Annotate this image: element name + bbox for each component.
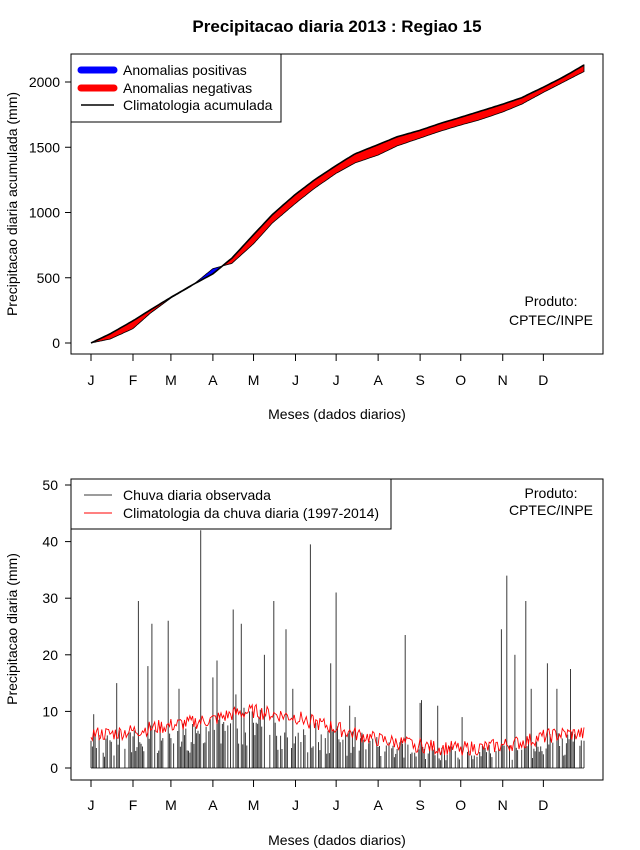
bottom-x-tick-label-9: O <box>455 797 466 813</box>
bottom-x-tick-label-4: M <box>248 797 260 813</box>
top-legend: Anomalias positivas Anomalias negativas … <box>70 53 282 123</box>
bottom-y-tick-label-0: 0 <box>50 760 58 776</box>
bottom-legend-box <box>70 478 392 530</box>
bottom-y-tick-label-20: 20 <box>42 647 58 663</box>
bottom-x-tick-label-1: F <box>129 797 138 813</box>
top-y-axis: 0 500 1000 1500 2000 <box>29 74 71 351</box>
bottom-x-tick-label-2: M <box>165 797 177 813</box>
top-x-tick-label-7: A <box>373 372 383 388</box>
legend-label-climatology: Climatologia acumulada <box>123 97 273 113</box>
bottom-x-tick-label-11: D <box>538 797 548 813</box>
bottom-y-axis-label: Precipitacao diaria (mm) <box>4 553 20 705</box>
bottom-panel: 0 10 20 30 40 50 J F M A M J J A S O N D Meses (dados di… <box>4 477 604 848</box>
bottom-x-tick-label-6: J <box>333 797 340 813</box>
bottom-x-tick-label-7: A <box>373 797 383 813</box>
top-y-tick-label-0: 0 <box>52 335 60 351</box>
bottom-y-tick-label-50: 50 <box>42 477 58 493</box>
top-x-tick-label-1: F <box>129 372 138 388</box>
top-x-tick-label-8: S <box>415 372 424 388</box>
top-x-tick-label-3: A <box>208 372 218 388</box>
top-x-tick-label-9: O <box>455 372 466 388</box>
top-annotation-line2: CPTEC/INPE <box>509 312 593 328</box>
climatology-daily-line <box>90 703 585 756</box>
legend-label-observed: Chuva diaria observada <box>123 487 271 503</box>
top-y-tick-label-500: 500 <box>37 270 61 286</box>
bottom-y-tick-label-30: 30 <box>42 590 58 606</box>
top-x-axis-label: Meses (dados diarios) <box>268 406 406 422</box>
chart-title: Precipitacao diaria 2013 : Regiao 15 <box>192 17 481 36</box>
bottom-annotation-line2: CPTEC/INPE <box>509 502 593 518</box>
bottom-x-axis-label: Meses (dados diarios) <box>268 832 406 848</box>
climatology-cumulative-line <box>90 64 585 344</box>
bottom-x-tick-label-5: J <box>292 797 299 813</box>
bottom-y-tick-label-40: 40 <box>42 534 58 550</box>
top-x-tick-label-4: M <box>248 372 260 388</box>
top-x-tick-label-11: D <box>538 372 548 388</box>
legend-label-positive: Anomalias positivas <box>123 62 247 78</box>
bottom-annotation-line1: Produto: <box>525 485 578 501</box>
top-y-tick-label-1500: 1500 <box>29 139 60 155</box>
bottom-y-axis: 0 10 20 30 40 50 <box>42 477 71 776</box>
legend-label-clim-daily: Climatologia da chuva diaria (1997-2014) <box>123 505 379 521</box>
top-annotation-line1: Produto: <box>525 293 578 309</box>
bottom-x-tick-label-0: J <box>88 797 95 813</box>
top-x-tick-label-2: M <box>165 372 177 388</box>
top-panel: 0 500 1000 1500 2000 J F M A M J J A S O N D Meses (dad… <box>4 53 604 422</box>
bottom-plot-area <box>90 530 585 769</box>
top-x-tick-label-5: J <box>292 372 299 388</box>
top-x-tick-label-6: J <box>333 372 340 388</box>
legend-label-negative: Anomalias negativas <box>123 80 252 96</box>
top-y-tick-label-2000: 2000 <box>29 74 60 90</box>
bottom-legend: Chuva diaria observada Climatologia da c… <box>70 478 392 530</box>
bottom-x-tick-label-10: N <box>498 797 508 813</box>
top-plot-area <box>90 64 585 344</box>
top-x-tick-label-0: J <box>88 372 95 388</box>
bottom-x-tick-label-8: S <box>415 797 424 813</box>
bottom-y-tick-label-10: 10 <box>42 703 58 719</box>
top-x-tick-label-10: N <box>498 372 508 388</box>
top-y-tick-label-1000: 1000 <box>29 205 60 221</box>
top-y-axis-label: Precipitacao diaria acumulada (mm) <box>4 92 20 316</box>
bottom-x-tick-label-3: A <box>208 797 218 813</box>
